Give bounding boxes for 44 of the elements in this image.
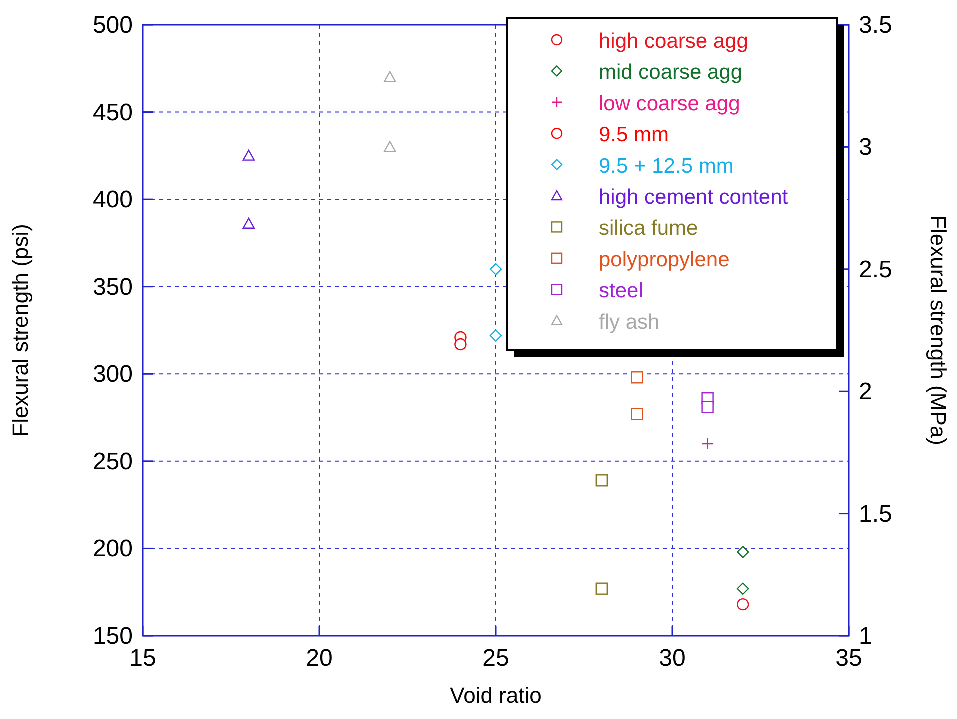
point	[631, 372, 644, 384]
y2-tick-label: 1.5	[859, 500, 892, 528]
x-tick-label: 25	[482, 645, 510, 672]
point	[384, 141, 396, 152]
y-tick-label: 400	[92, 186, 133, 214]
y-tick-label: 500	[92, 12, 133, 39]
point	[454, 338, 467, 351]
y2-tick-label: 2.5	[859, 256, 892, 284]
x-tick-label: 20	[306, 645, 333, 672]
legend-label: low coarse agg	[599, 92, 740, 116]
point	[702, 438, 714, 450]
y-axis-title: Flexural strength (psi)	[8, 224, 33, 437]
legend-label: polypropylene	[599, 248, 730, 272]
x-tick-label: 30	[659, 645, 686, 672]
point	[596, 582, 608, 595]
legend-label: 9.5 + 12.5 mm	[599, 154, 734, 178]
y-tick-label: 300	[92, 361, 133, 388]
legend-label: high coarse agg	[599, 30, 748, 53]
point	[242, 150, 255, 161]
point	[702, 401, 714, 414]
point	[737, 582, 750, 595]
point	[490, 330, 502, 342]
legend-label: 9.5 mm	[599, 124, 670, 147]
y2-tick-label: 2	[859, 378, 872, 406]
legend-label: silica fume	[599, 217, 698, 240]
legend-label: fly ash	[599, 310, 660, 334]
y2-axis-title: Flexural strength (MPa)	[926, 216, 951, 446]
point	[737, 546, 750, 558]
y-tick-label: 250	[92, 448, 133, 476]
y2-tick-label: 3.5	[859, 12, 892, 39]
y-tick-label: 450	[92, 99, 133, 126]
point	[631, 408, 644, 420]
point	[596, 474, 608, 487]
point	[384, 71, 396, 82]
legend-label: mid coarse agg	[599, 61, 743, 84]
point	[242, 218, 255, 230]
y-tick-label: 200	[92, 536, 133, 563]
legend-label: steel	[599, 280, 644, 303]
point	[490, 263, 502, 276]
legend-label: high cement content	[599, 186, 788, 209]
x-axis-title: Void ratio	[450, 683, 542, 708]
y-tick-label: 350	[92, 274, 133, 301]
point	[737, 598, 750, 611]
y2-tick-label: 3	[859, 134, 872, 162]
